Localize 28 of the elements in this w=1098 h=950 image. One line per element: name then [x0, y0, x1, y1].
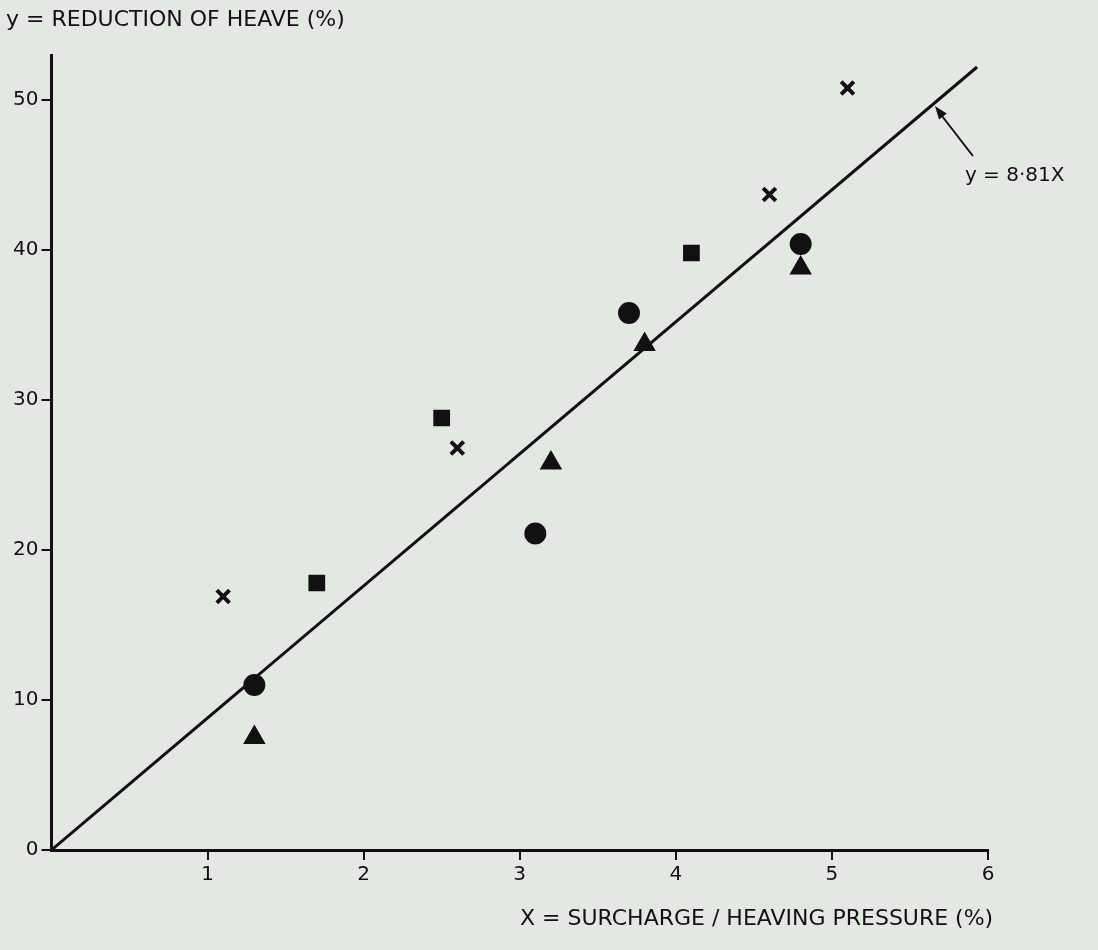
x-tick-label: 5: [825, 861, 839, 886]
point: [243, 674, 266, 696]
point: [790, 257, 811, 275]
x-axis-title: X = SURCHARGE / HEAVING PRESSURE (%): [520, 905, 994, 930]
y-tick-label: 0: [25, 836, 39, 861]
point: [524, 522, 547, 545]
y-tick-label: 40: [13, 236, 39, 261]
point: [789, 233, 812, 255]
point: [683, 244, 700, 262]
y-tick-label: 10: [13, 686, 39, 711]
x-tick-label: 1: [201, 861, 214, 886]
point: [214, 588, 232, 605]
y-tick-label: 20: [13, 536, 39, 561]
point: [448, 439, 466, 457]
y-axis-title: y = REDUCTION OF HEAVE (%): [6, 6, 345, 31]
point: [761, 186, 778, 203]
point: [617, 302, 640, 324]
x-tick-label: 3: [513, 861, 527, 886]
x-tick-label: 2: [357, 861, 370, 886]
x-tick-label: 4: [669, 861, 683, 886]
x-tick-label: 6: [981, 861, 995, 886]
point: [308, 574, 326, 592]
point: [541, 452, 561, 470]
point: [433, 409, 451, 427]
y-tick-label: 50: [13, 86, 39, 111]
y-tick-label: 30: [13, 386, 39, 411]
point: [839, 79, 856, 97]
annotation: y = 8·81X: [964, 162, 1065, 187]
